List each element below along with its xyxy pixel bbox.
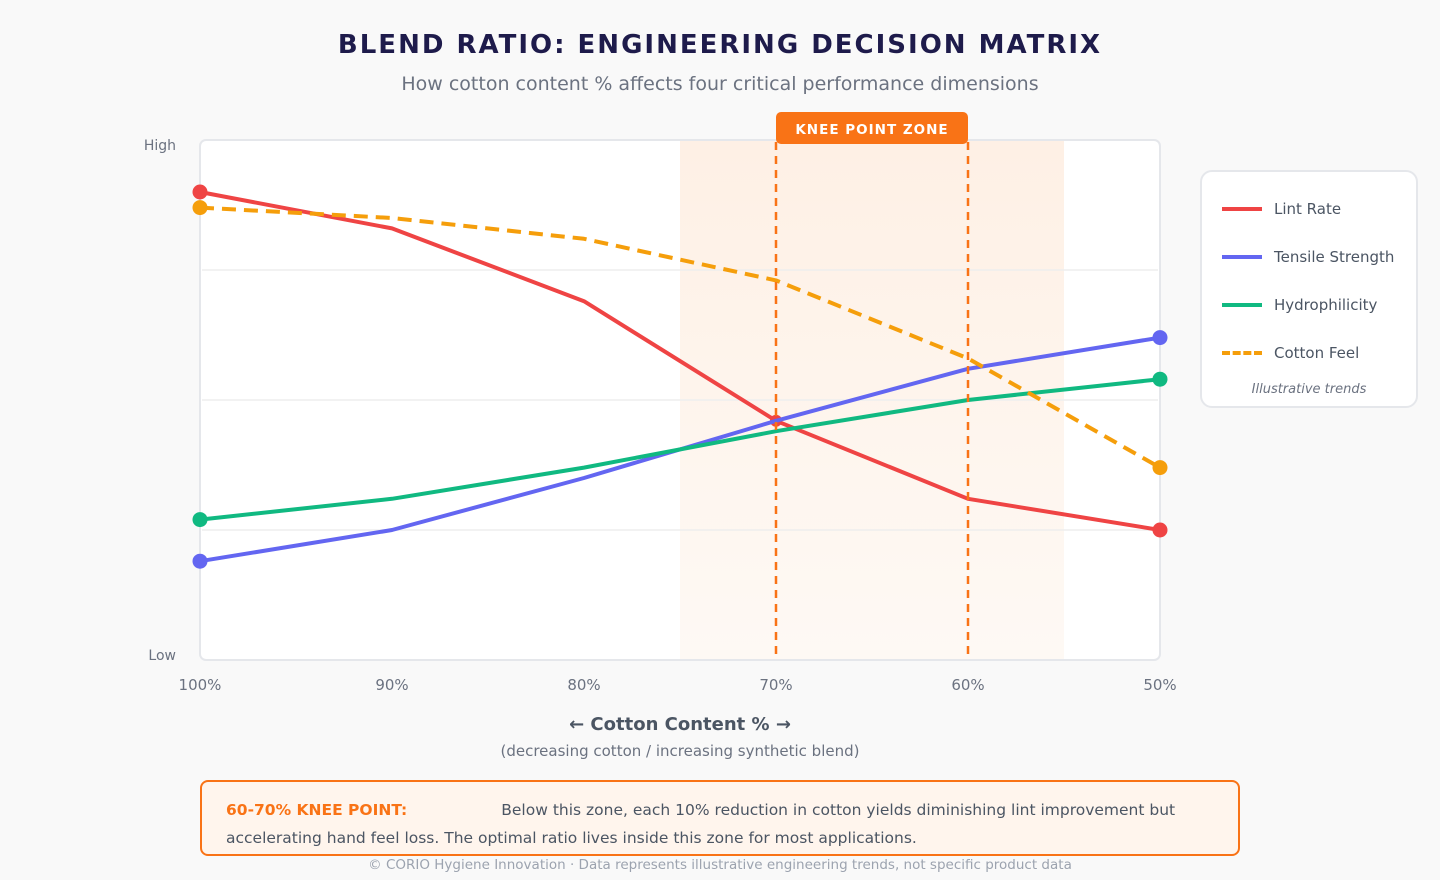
legend-label: Cotton Feel (1274, 344, 1360, 362)
data-point (192, 553, 208, 569)
legend-note: Illustrative trends (1251, 382, 1367, 397)
knee-zone-badge: KNEE POINT ZONE (776, 112, 968, 144)
legend-item-cotton-feel: Cotton Feel (1222, 344, 1359, 362)
chart-title: BLEND RATIO: ENGINEERING DECISION MATRIX (337, 30, 1103, 60)
x-tick-label: 80% (567, 676, 600, 694)
x-tick-label: 60% (951, 676, 984, 694)
x-axis-sublabel: (decreasing cotton / increasing syntheti… (501, 742, 860, 760)
x-tick-label: 50% (1143, 676, 1176, 694)
data-point (192, 184, 208, 200)
chart: KNEE POINT ZONE High Low 100% 90% 80% 70% 60… (144, 112, 1177, 760)
data-point (1152, 460, 1168, 476)
data-point (1152, 330, 1168, 346)
legend-item-hydrophilicity: Hydrophilicity (1222, 296, 1377, 314)
knee-point-note: 60-70% KNEE POINT: Below this zone, each … (200, 780, 1240, 856)
note-text: Below this zone, each 10% reduction in c… (226, 801, 1176, 847)
legend-swatch (1222, 351, 1262, 355)
series-line (199, 377, 1161, 522)
x-tick-label: 90% (375, 676, 408, 694)
x-axis-label: ← Cotton Content % → (569, 714, 791, 735)
legend-item-lint-rate: Lint Rate (1222, 200, 1341, 218)
chart-subtitle: How cotton content % affects four critic… (401, 73, 1039, 95)
legend-swatch (1222, 207, 1262, 211)
series-hydrophilicity (192, 371, 1168, 528)
series-line (199, 205, 1161, 470)
data-point (192, 200, 208, 216)
series-cotton-feel (192, 200, 1168, 476)
y-tick-high: High (144, 138, 176, 154)
footer: © CORIO Hygiene Innovation · Data repres… (368, 857, 1072, 873)
x-tick-label: 100% (179, 676, 222, 694)
data-point (1152, 522, 1168, 538)
legend-label: Lint Rate (1274, 200, 1342, 218)
legend-label: Hydrophilicity (1274, 296, 1378, 314)
legend: Lint Rate Tensile Strength Hydrophilicit… (1200, 170, 1418, 408)
legend-item-tensile-strength: Tensile Strength (1222, 248, 1394, 266)
legend-label: Tensile Strength (1274, 248, 1395, 266)
data-point (192, 512, 208, 528)
knee-zone-label: KNEE POINT ZONE (795, 122, 948, 138)
legend-swatch (1222, 303, 1262, 307)
x-tick-label: 70% (759, 676, 792, 694)
series-line (199, 190, 1161, 532)
note-heading: 60-70% KNEE POINT: (226, 801, 408, 819)
y-tick-low: Low (148, 648, 176, 664)
legend-swatch (1222, 255, 1262, 259)
data-point (1152, 371, 1168, 387)
